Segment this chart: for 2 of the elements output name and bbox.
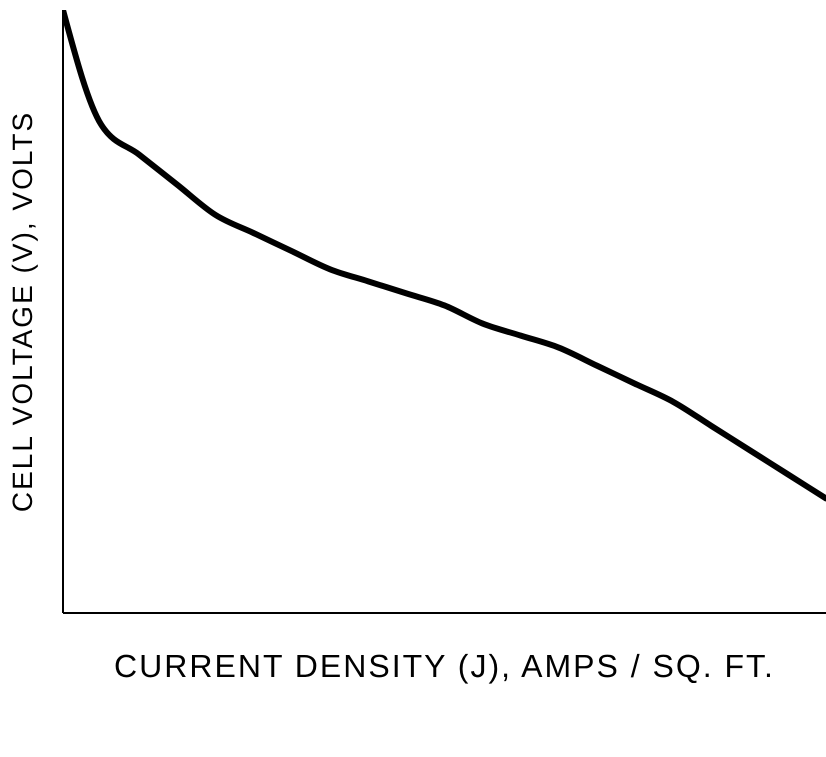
y-axis-title: CELL VOLTAGE (V), VOLTS (6, 110, 38, 512)
x-axis-title: CURRENT DENSITY (J), AMPS / SQ. FT. (114, 648, 775, 684)
